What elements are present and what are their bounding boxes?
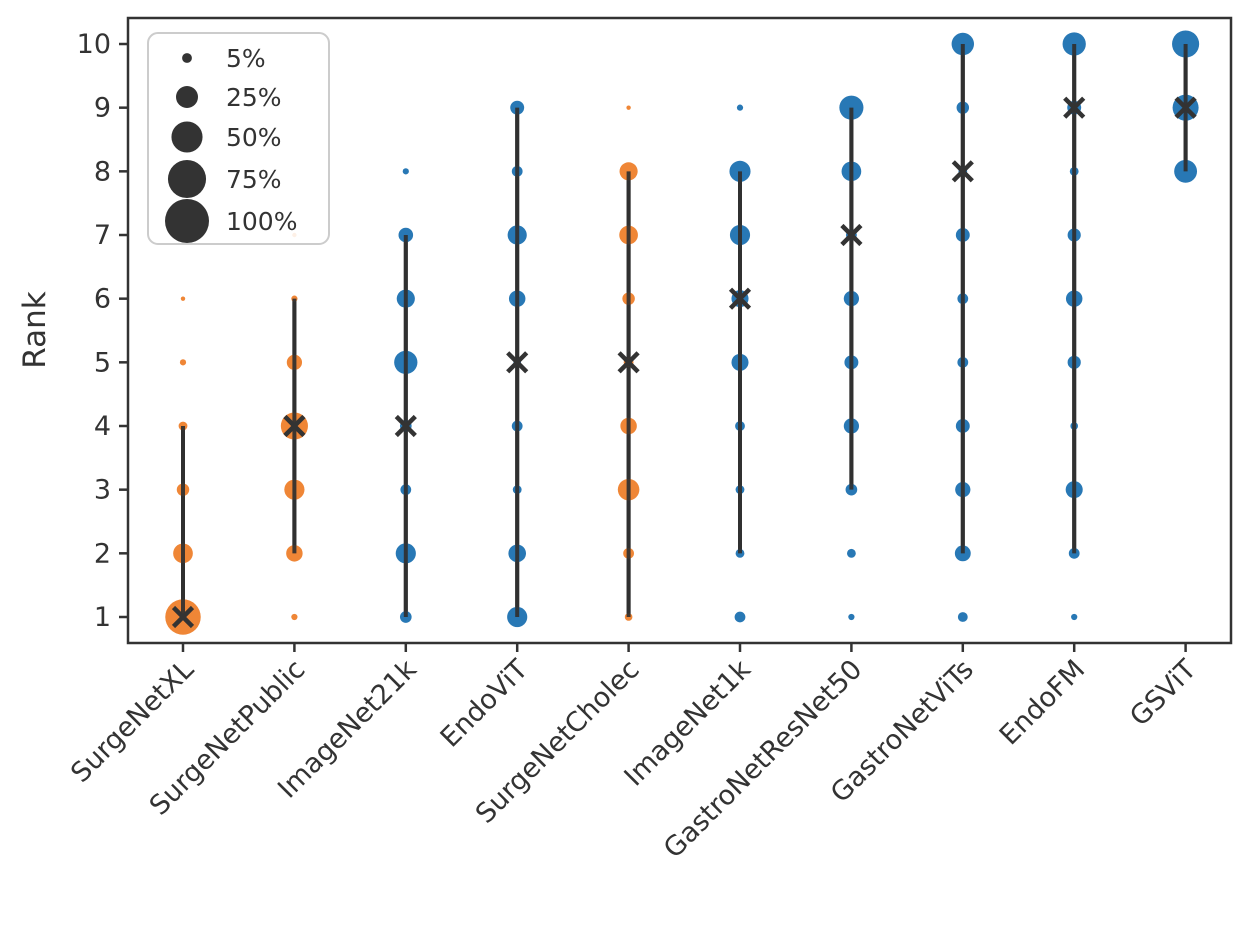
median-x-marker (394, 414, 417, 438)
x-tick-label: GSViT (1124, 654, 1203, 733)
x-stroke (840, 223, 863, 247)
y-tick-label: 3 (94, 475, 111, 506)
rank-dot (626, 105, 631, 110)
rank-dot (1062, 32, 1086, 56)
median-x-marker (728, 287, 752, 310)
x-stroke (283, 414, 306, 438)
legend-size-dot (167, 159, 207, 199)
median-x-marker (506, 351, 529, 374)
y-tick-label: 7 (94, 220, 111, 251)
legend-label: 100% (226, 207, 297, 236)
x-stroke (394, 414, 417, 438)
legend-label: 50% (226, 123, 282, 152)
series-EndoFM (1062, 32, 1086, 621)
x-stroke (728, 287, 752, 310)
rank-dot (1071, 613, 1078, 621)
median-x-marker (171, 605, 195, 629)
series-SurgeNetCholec (617, 105, 640, 621)
median-x-marker (283, 414, 306, 438)
rank-dot (179, 359, 187, 366)
y-tick-label: 4 (94, 411, 111, 442)
rank-dot (402, 168, 409, 175)
median-x-marker (1063, 96, 1086, 119)
legend-size-dot (182, 53, 192, 63)
y-tick-label: 1 (94, 602, 111, 633)
y-tick-label: 6 (94, 284, 111, 315)
rank-dot (847, 548, 856, 558)
median-x-marker (951, 160, 974, 183)
x-stroke (506, 351, 529, 374)
rank-dot (957, 612, 968, 622)
x-stroke (951, 160, 974, 183)
x-stroke (1174, 96, 1197, 119)
plot-spines (126, 16, 1233, 645)
x-tick-label: EndoFM (994, 654, 1091, 751)
y-tick-label: 5 (94, 347, 111, 378)
series-EndoViT (506, 100, 529, 628)
median-x-marker (840, 223, 863, 247)
x-tick-label: EndoViT (435, 654, 535, 754)
y-tick-label: 2 (94, 538, 111, 569)
x-stroke (617, 351, 640, 374)
legend-label: 25% (226, 83, 282, 112)
rank-dot (734, 611, 746, 623)
series-GastroNetViTs (951, 32, 975, 622)
y-tick-label: 8 (94, 156, 111, 187)
series-GSViT (1172, 30, 1200, 183)
rank-dot (736, 104, 744, 111)
median-x-marker (617, 351, 640, 374)
y-tick-label: 10 (77, 29, 111, 60)
rank-dot (291, 613, 298, 621)
y-axis: 1 2 3 4 5 6 7 8 9 10 Rank (17, 29, 128, 633)
median-x-marker (1174, 96, 1197, 119)
size-legend: 5% 25% 50% 75% 100% (147, 32, 330, 245)
series-ImageNet21k (394, 168, 418, 623)
x-stroke (171, 605, 195, 629)
series-SurgeNetPublic (280, 232, 308, 621)
x-stroke (1063, 96, 1086, 119)
legend-label: 75% (226, 165, 282, 194)
series-SurgeNetXL (165, 296, 201, 635)
series-GastroNetResNet50 (839, 95, 864, 621)
y-tick-label: 9 (94, 93, 111, 124)
x-tick-label: GastroNetResNet50 (658, 654, 868, 864)
series-ImageNet1k (728, 104, 752, 623)
legend-size-dot (171, 121, 203, 153)
y-axis-title: Rank (17, 291, 53, 369)
legend-size-dot (165, 199, 209, 243)
rank-dot (180, 296, 186, 301)
legend-size-dot (176, 86, 198, 108)
legend-label: 5% (226, 44, 266, 73)
rank-dot (848, 613, 855, 621)
